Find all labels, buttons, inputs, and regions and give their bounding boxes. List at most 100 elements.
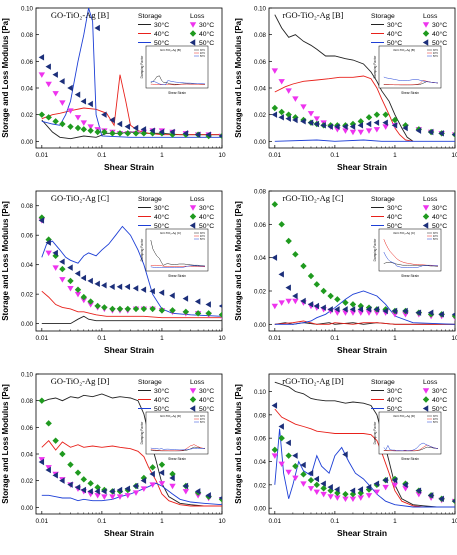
legend-label-storage: 50°C (154, 222, 169, 230)
y-tick-label: 0.04 (254, 86, 267, 93)
legend-swatch-loss (189, 405, 196, 412)
chart-title: GO-TiO₂-Ag [D] (51, 376, 110, 386)
series-point-loss (391, 116, 399, 124)
series-point-loss (285, 237, 292, 245)
series-point-loss (101, 304, 108, 311)
series-point-loss (194, 488, 201, 495)
series-point-loss (38, 217, 45, 224)
series-point-loss (334, 486, 340, 493)
series-point-loss (124, 305, 131, 313)
series-point-loss (349, 306, 356, 313)
x-axis-label: Shear Strain (337, 162, 387, 172)
series-point-loss (101, 488, 107, 495)
series-point-loss (292, 292, 298, 300)
legend-label-storage: 40°C (387, 213, 402, 221)
legend-header-loss: Loss (190, 196, 205, 203)
series-point-loss (382, 476, 388, 484)
y-tick-label: 0.10 (21, 372, 34, 379)
series-point-loss (52, 437, 59, 444)
y-axis-label: Storage and Loss Modulus [Pa] (234, 18, 243, 138)
legend-label-loss: 30°C (432, 387, 447, 395)
x-tick-label: 10 (451, 518, 457, 525)
series-point-loss (94, 493, 101, 499)
series-point-loss (87, 277, 93, 285)
series-point-loss (109, 116, 115, 124)
series-point-loss (285, 284, 291, 291)
inset-chart: rGO-TiO₂-Ag [C] Shear Strain Damping Facto… (373, 228, 442, 278)
plot-frame (35, 373, 223, 515)
series-point-loss (292, 114, 299, 121)
inset-legend-label: 30°C (433, 416, 438, 418)
inset-title: rGO-TiO₂-Ag [D] (393, 414, 415, 418)
series-point-loss (132, 285, 139, 292)
series-point-loss (169, 128, 175, 136)
inset-title: GO-TiO₂-Ag [B] (160, 48, 181, 52)
series-line-storage (274, 381, 455, 508)
series-line-storage (41, 440, 222, 507)
series-point-loss (402, 486, 409, 492)
series-point-loss (52, 118, 59, 125)
series-line-storage (274, 320, 455, 325)
series-point-loss (307, 486, 315, 492)
series-point-loss (140, 486, 148, 492)
legend-label-loss: 50°C (199, 405, 214, 413)
y-tick-label: 0.08 (254, 189, 267, 196)
inset-x-label: Shear Strain (401, 457, 419, 461)
y-tick-label: 0.00 (21, 505, 34, 512)
series-point-loss (285, 469, 292, 476)
inset-series-line (150, 444, 206, 452)
series-point-loss (194, 310, 202, 317)
series-point-loss (52, 265, 59, 271)
y-tick-label: 0.06 (254, 59, 267, 66)
series-point-loss (87, 302, 94, 308)
legend-header-loss: Loss (423, 379, 438, 386)
inset-series-line (150, 80, 206, 86)
series-point-loss (357, 122, 364, 129)
legend-label-storage: 40°C (387, 30, 402, 38)
series-point-loss (132, 130, 140, 137)
legend-swatch-loss (189, 388, 197, 394)
legend-swatch-loss (422, 30, 430, 37)
chart-title: rGO-TiO₂-Ag [B] (283, 10, 344, 20)
legend-label-loss: 30°C (432, 21, 447, 29)
y-tick-label: 0.08 (254, 32, 267, 39)
legend-header-loss: Loss (423, 13, 438, 20)
series-point-loss (140, 474, 148, 482)
series-point-loss (342, 128, 349, 134)
series-line-storage (274, 75, 414, 142)
series-point-loss (45, 466, 51, 474)
series-point-loss (218, 134, 222, 138)
series-point-loss (278, 461, 285, 468)
series-point-loss (313, 302, 320, 310)
series-point-loss (52, 249, 58, 257)
series-line-storage (274, 139, 455, 142)
legend-swatch-loss (422, 22, 430, 28)
series-point-loss (116, 120, 123, 128)
legend-label-storage: 30°C (154, 387, 169, 395)
legend-label-storage: 30°C (154, 204, 169, 212)
inset-legend-label: 50°C (200, 239, 205, 241)
series-point-loss (292, 462, 299, 470)
inset-series-line (383, 239, 439, 267)
series-point-loss (300, 262, 307, 270)
series-point-loss (87, 298, 94, 305)
series-point-loss (45, 114, 52, 121)
y-tick-label: 0.00 (254, 322, 267, 329)
series-group (38, 8, 222, 140)
inset-y-label: Damping Factor (140, 421, 144, 445)
series-point-loss (349, 123, 356, 130)
series-point-loss (182, 489, 190, 495)
y-tick-label: 0.08 (21, 398, 34, 405)
series-point-loss (158, 469, 165, 476)
y-axis-label: Storage and Loss Modulus [Pa] (234, 384, 243, 504)
x-tick-label: 0.01 (268, 518, 281, 525)
series-point-loss (365, 493, 373, 499)
series-point-loss (278, 221, 285, 228)
series-point-loss (313, 116, 321, 122)
series-point-loss (415, 127, 422, 134)
series-point-loss (94, 24, 100, 32)
series-point-loss (94, 280, 100, 288)
y-tick-label: 0.10 (254, 6, 267, 13)
series-point-loss (307, 111, 315, 117)
series-line-storage (41, 482, 222, 506)
